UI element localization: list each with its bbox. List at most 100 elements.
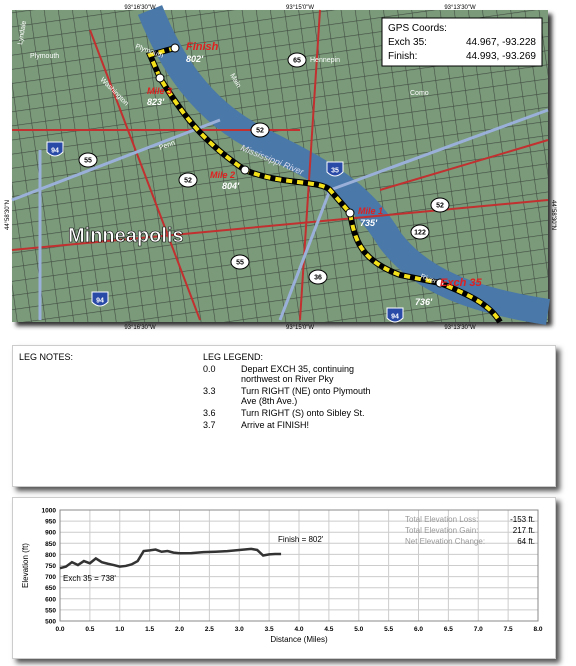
mile-marker	[345, 208, 355, 218]
stat-value: 64 ft.	[517, 537, 535, 546]
shield-label: 36	[314, 275, 322, 282]
shield-label: 94	[96, 298, 104, 305]
y-tick-label: 750	[45, 563, 56, 570]
shield	[230, 254, 250, 270]
point-elevation: 802'	[186, 54, 204, 64]
shield	[78, 152, 98, 168]
shield	[410, 224, 430, 240]
x-tick-label: 0.0	[55, 626, 64, 633]
gps-label: Finish:	[388, 51, 417, 62]
lat-label: 44°58'30"N	[5, 200, 11, 230]
y-tick-label: 700	[45, 574, 56, 581]
elevation-line	[59, 547, 282, 570]
shield	[91, 291, 109, 307]
street-label: Como	[410, 90, 429, 97]
gps-label: Exch 35:	[388, 37, 427, 48]
lon-label: 93°15'0"W	[286, 5, 314, 11]
x-tick-label: 0.5	[85, 626, 94, 633]
x-tick-label: 1.0	[115, 626, 124, 633]
stat-value: 217 ft.	[513, 526, 535, 535]
mile-marker	[155, 73, 165, 83]
chart-panel	[12, 497, 556, 659]
leg-entry: 3.7 Arrive at FINISH!	[203, 420, 371, 430]
gps-title: GPS Coords:	[388, 23, 447, 34]
city-label: Minneapolis	[68, 225, 184, 247]
stat-value: -153 ft.	[510, 515, 535, 524]
finish-marker	[170, 43, 180, 53]
leg-mile: 3.7	[203, 420, 216, 430]
lon-label: 93°15'0"W	[286, 325, 314, 331]
shield	[386, 307, 404, 323]
leg-mile: 3.6	[203, 408, 216, 418]
x-tick-label: 3.5	[265, 626, 274, 633]
x-tick-label: 7.0	[474, 626, 483, 633]
y-axis-label: Elevation (ft)	[21, 543, 30, 588]
lon-label: 93°16'30"W	[124, 5, 156, 11]
gps-box	[381, 17, 543, 67]
shield	[46, 141, 64, 157]
street-label: Hennepin	[310, 57, 340, 64]
shield-label: 35	[331, 168, 339, 175]
street-label: Lyndale	[17, 20, 28, 45]
lon-label: 93°13'30"W	[444, 325, 476, 331]
y-tick-label: 900	[45, 530, 56, 537]
gps-coords: 44.993, -93.269	[466, 51, 536, 62]
point-label: Exch 35	[440, 277, 482, 289]
point-elevation: 823'	[147, 97, 165, 107]
leg-notes: LEG NOTES: LEG LEGEND: 0.0 Depart EXCH 35…	[12, 345, 556, 487]
x-axis-label: Distance (Miles)	[270, 635, 328, 644]
street-label: Plymouth	[30, 53, 59, 60]
stat-label: Total Elevation Loss:	[405, 515, 478, 524]
x-tick-label: 4.0	[294, 626, 303, 633]
point-label: Finish	[186, 41, 219, 53]
mile-marker	[240, 165, 250, 175]
notes-title: LEG NOTES:	[19, 352, 74, 362]
gps-coords: 44.967, -93.228	[466, 37, 536, 48]
leg-entry: 3.6 Turn RIGHT (S) onto Sibley St.	[203, 408, 371, 418]
plot-frame	[59, 509, 539, 622]
point-label: Mile 2	[210, 170, 235, 180]
x-tick-label: 6.0	[414, 626, 423, 633]
x-tick-label: 8.0	[533, 626, 542, 633]
y-tick-label: 500	[45, 619, 56, 626]
x-tick-label: 6.5	[444, 626, 453, 633]
shield-label: 65	[293, 58, 301, 65]
x-tick-label: 7.5	[504, 626, 513, 633]
x-tick-label: 5.0	[354, 626, 363, 633]
shield-label: 94	[51, 148, 59, 155]
shield-label: 94	[391, 314, 399, 321]
y-tick-label: 800	[45, 552, 56, 559]
leg-text: Turn RIGHT (NE) onto Plymouth Ave (8th A…	[241, 386, 371, 406]
shields: 94 55 52 52 35 65 52 122 55 36 94 94	[46, 52, 450, 323]
leg-entry: 0.0 Depart EXCH 35, continuing northwest …	[203, 364, 371, 384]
point-label: Mile 1	[358, 206, 383, 216]
x-tick-label: 4.5	[324, 626, 333, 633]
route-dash	[147, 46, 502, 324]
point-label: Mile 3	[147, 86, 172, 96]
stat-label: Net Elevation Change:	[405, 537, 485, 546]
y-tick-label: 950	[45, 519, 56, 526]
leg-mile: 3.3	[203, 386, 216, 396]
x-tick-label: 2.0	[175, 626, 184, 633]
y-tick-label: 600	[45, 596, 56, 603]
shield	[326, 161, 344, 177]
lon-label: 93°16'30"W	[124, 325, 156, 331]
shield-label: 122	[414, 230, 426, 237]
leg-entry: 3.3 Turn RIGHT (NE) onto Plymouth Ave (8t…	[203, 386, 371, 406]
x-tick-label: 5.5	[384, 626, 393, 633]
legend-title: LEG LEGEND:	[203, 352, 264, 362]
shield	[430, 197, 450, 213]
y-tick-label: 1000	[42, 508, 57, 515]
leg-text: Arrive at FINISH!	[241, 420, 310, 430]
highways	[11, 9, 549, 321]
annotation: Exch 35 = 738'	[63, 574, 116, 583]
shield-label: 52	[184, 178, 192, 185]
point-elevation: 735'	[360, 218, 378, 228]
y-tick-label: 850	[45, 541, 56, 548]
y-tick-label: 550	[45, 607, 56, 614]
leg-text: Depart EXCH 35, continuing northwest on …	[241, 364, 355, 384]
point-elevation: 736'	[415, 297, 433, 307]
shield	[287, 52, 307, 68]
map: GPS Coords: Exch 35: 44.967, -93.228 Fin…	[5, 5, 556, 331]
